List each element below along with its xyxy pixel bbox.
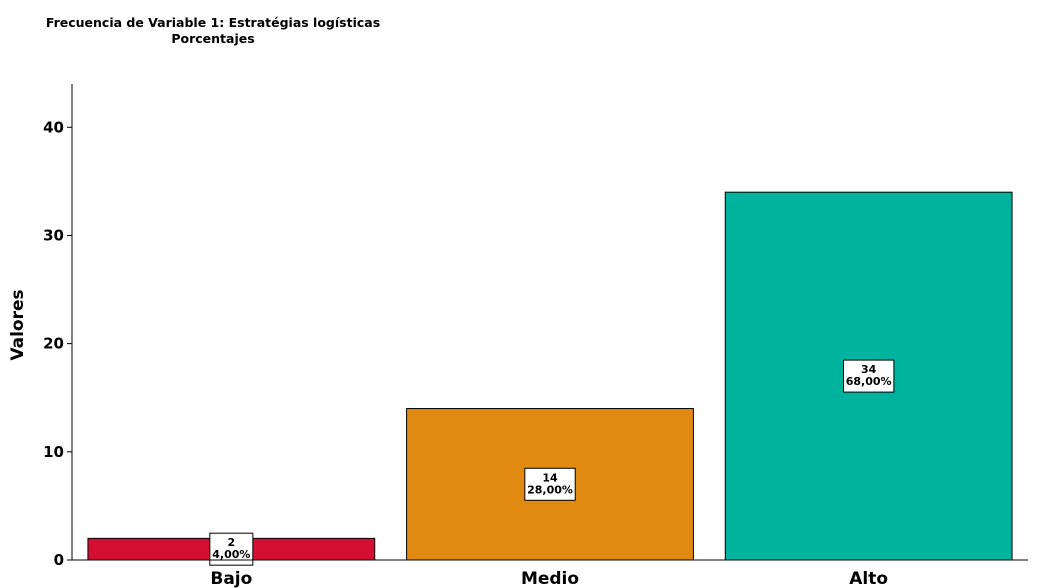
chart-title: Frecuencia de Variable 1: Estratégias lo… xyxy=(46,15,380,30)
chart-subtitle: Porcentajes xyxy=(171,31,254,46)
x-category-label: Bajo xyxy=(210,569,252,588)
data-label-percent: 28,00% xyxy=(527,483,573,496)
y-tick-label: 30 xyxy=(43,226,64,244)
data-label-box xyxy=(842,359,895,393)
x-category-label: Alto xyxy=(849,569,888,588)
x-category-label: Medio xyxy=(521,569,579,588)
y-tick-label: 20 xyxy=(43,335,64,353)
y-tick-label: 0 xyxy=(54,551,64,569)
y-axis-title: Valores xyxy=(8,289,28,360)
data-label-percent: 68,00% xyxy=(846,375,892,388)
data-label-box xyxy=(524,467,576,501)
data-label-count: 14 xyxy=(542,471,558,484)
y-tick-label: 10 xyxy=(43,443,64,461)
data-label-count: 2 xyxy=(228,536,236,549)
data-label-percent: 4,00% xyxy=(212,548,250,561)
data-label-count: 34 xyxy=(861,363,877,376)
x-category-labels: Bajo Medio Alto xyxy=(210,569,888,588)
y-tick-label: 40 xyxy=(43,118,64,136)
y-tick-labels: 0 10 20 30 40 xyxy=(43,118,72,569)
